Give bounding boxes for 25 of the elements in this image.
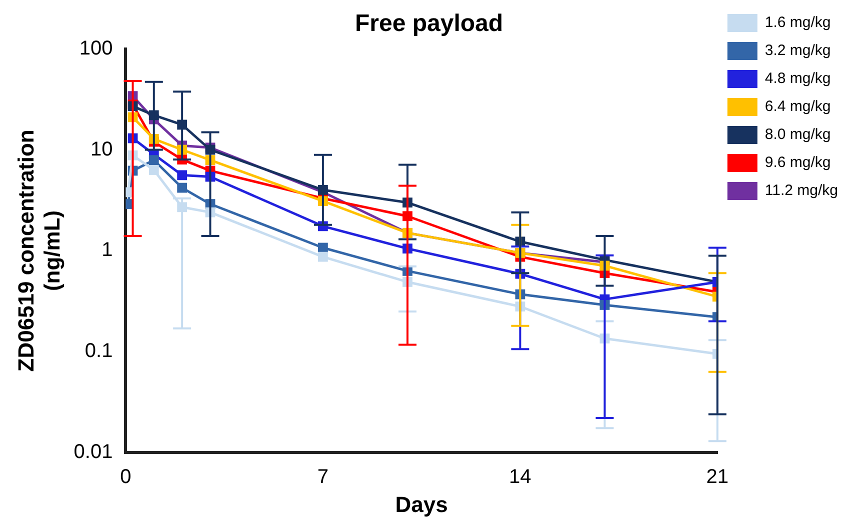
legend-label: 3.2 mg/kg xyxy=(764,42,831,60)
legend-label: 4.8 mg/kg xyxy=(764,70,831,88)
point xyxy=(318,252,328,262)
legend-label: 6.4 mg/kg xyxy=(764,98,831,116)
x-tick-label: 14 xyxy=(509,466,532,488)
x-tick-label: 0 xyxy=(120,466,132,488)
legend-label: 11.2 mg/kg xyxy=(764,182,838,200)
y-axis-title: ZD06519 concentration (ng/mL) xyxy=(13,130,65,372)
y-tick-label: 100 xyxy=(79,37,113,60)
x-axis-title: Days xyxy=(395,492,448,517)
y-tick-label: 10 xyxy=(90,138,113,160)
point xyxy=(148,165,159,175)
point xyxy=(318,242,328,253)
x-tick-label: 7 xyxy=(317,466,329,488)
chart-title: Free payload xyxy=(354,10,504,38)
point xyxy=(177,182,188,193)
point xyxy=(148,155,159,166)
y-tick-label: 0.01 xyxy=(74,441,113,464)
legend-label: 1.6 mg/kg xyxy=(764,14,831,32)
y-tick-label: 0.1 xyxy=(84,340,113,362)
legend-label: 8.0 mg/kg xyxy=(764,126,831,144)
x-tick-label: 21 xyxy=(706,466,729,488)
y-tick-label: 1 xyxy=(102,239,113,262)
point xyxy=(177,170,188,180)
legend-label: 9.6 mg/kg xyxy=(764,154,831,172)
